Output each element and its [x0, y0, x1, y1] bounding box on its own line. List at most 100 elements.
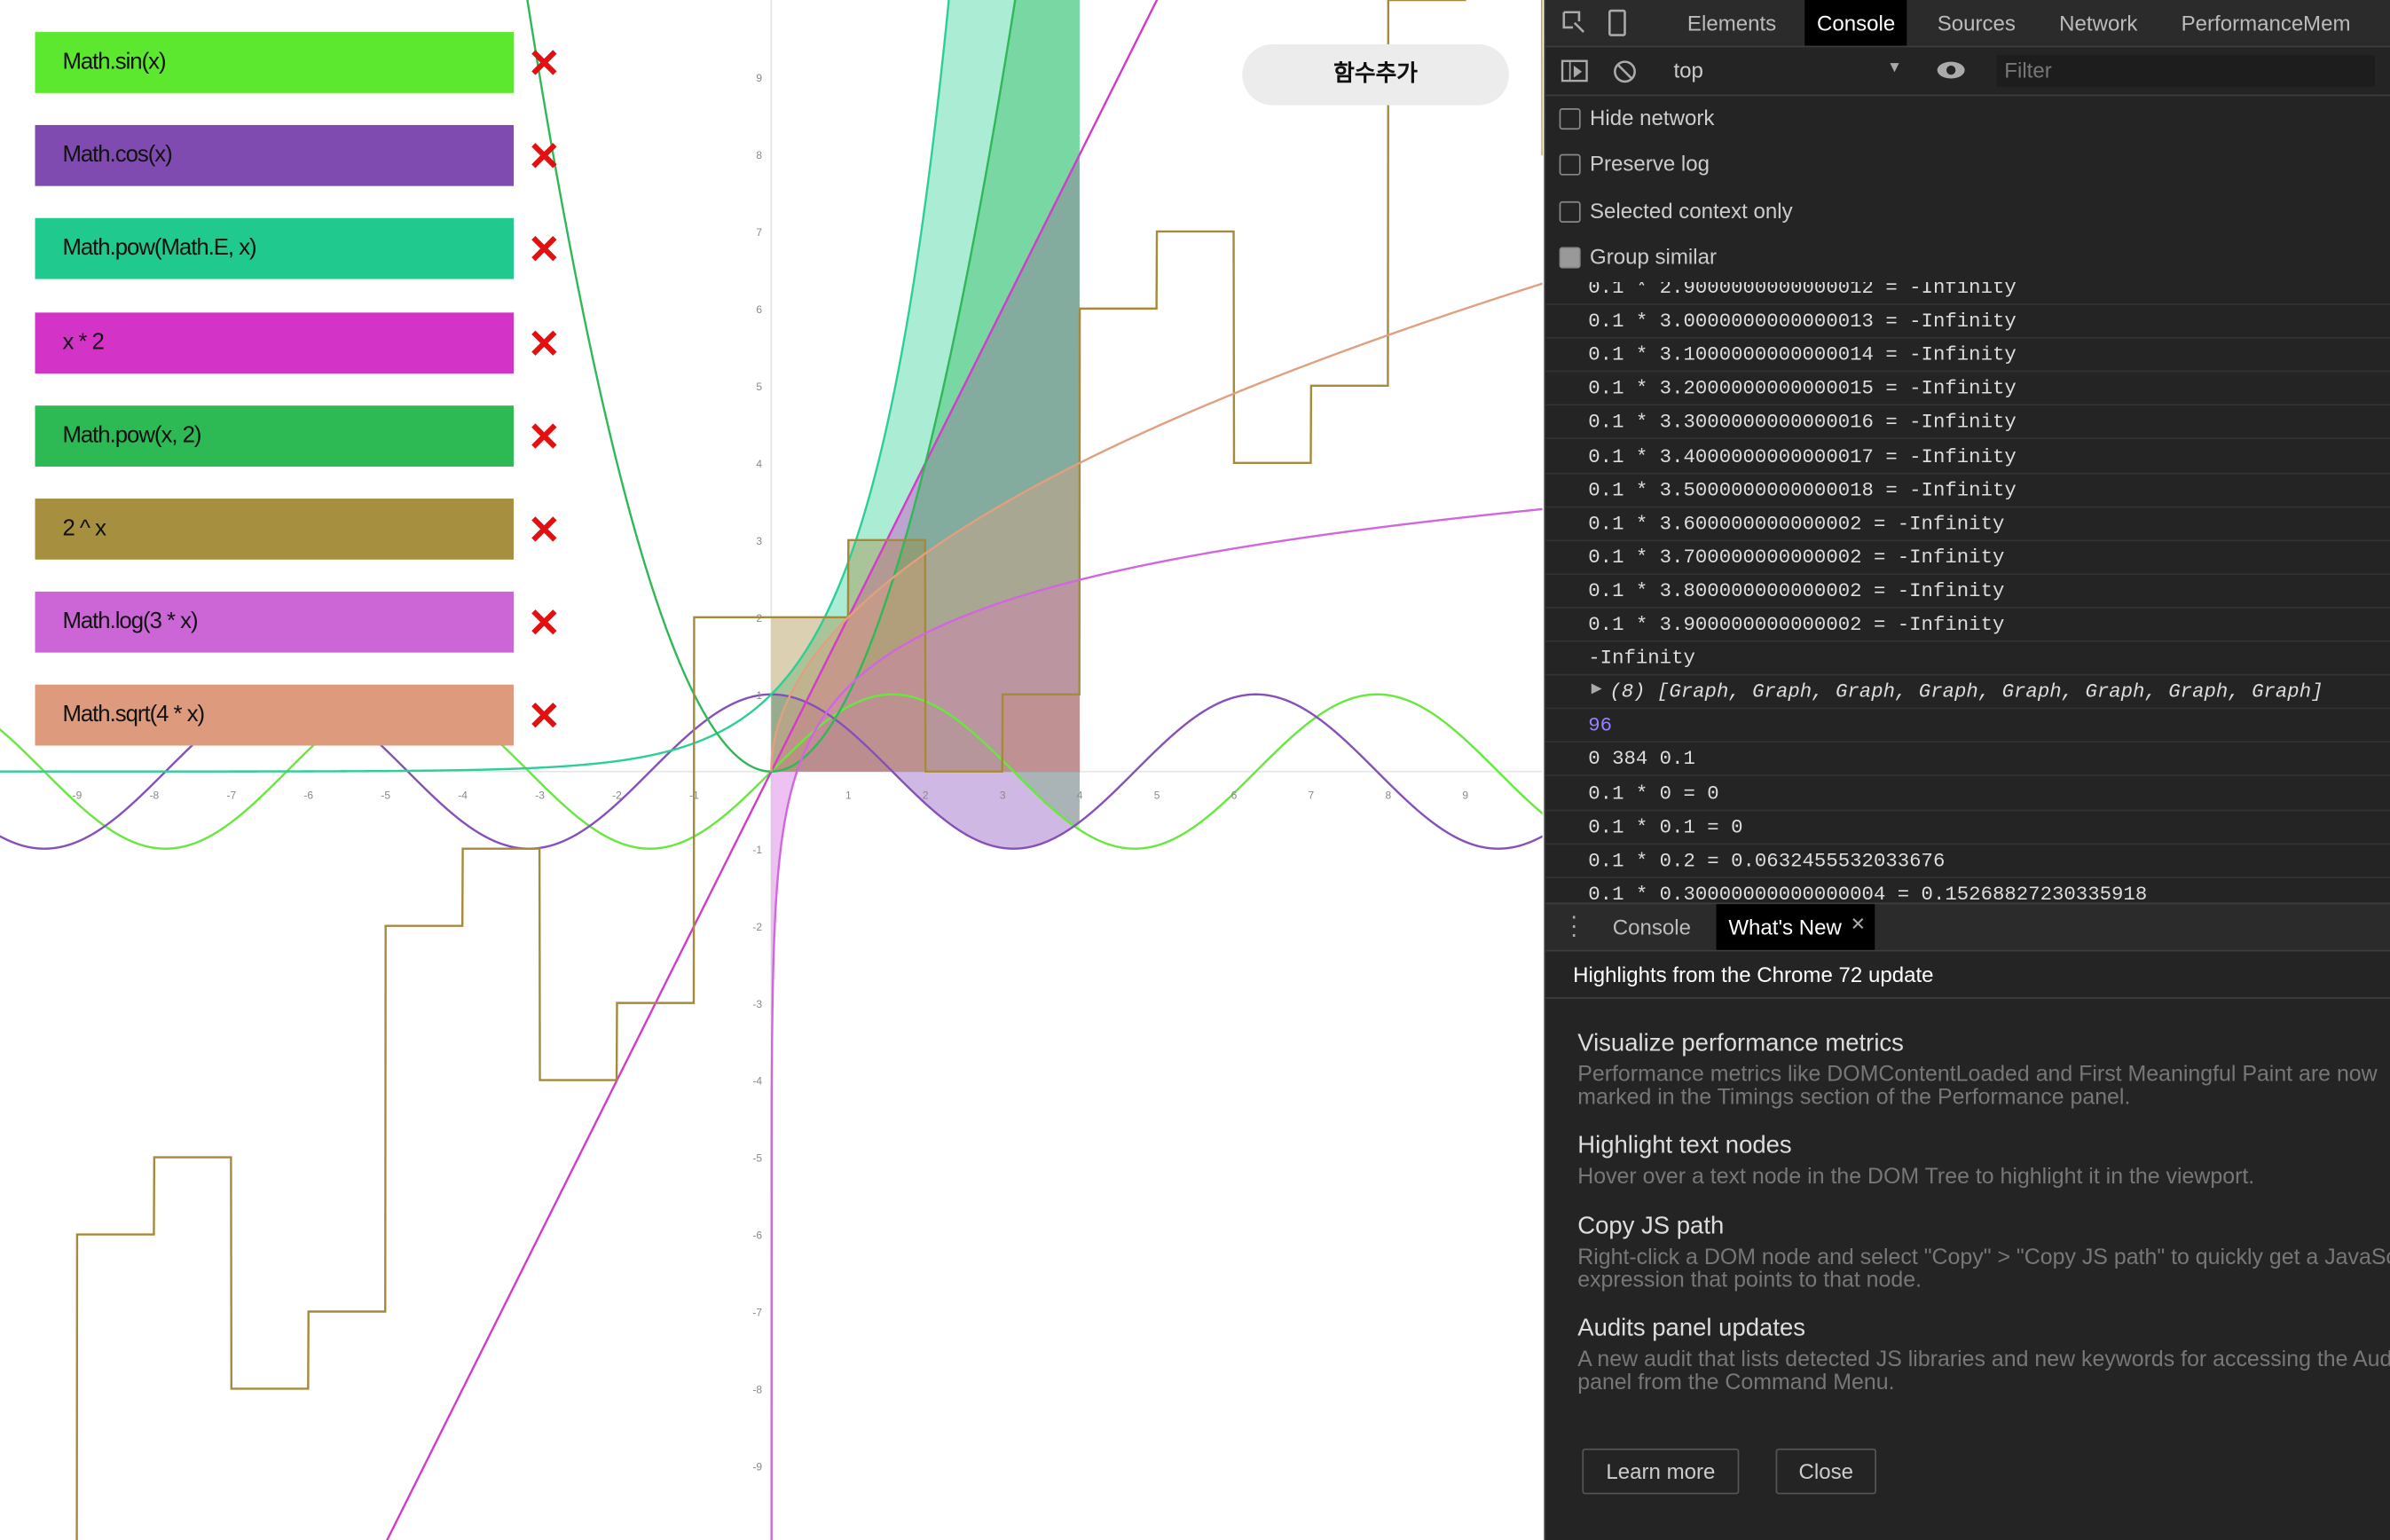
console-row [1545, 539, 2390, 575]
devtools-tab[interactable]: Performance [2181, 11, 2304, 35]
remove-button[interactable] [529, 607, 559, 637]
x-tick-label: -9 [73, 790, 83, 802]
x-tick-label: -3 [535, 790, 545, 802]
remove-icon [531, 143, 557, 169]
remove-button[interactable] [529, 234, 559, 264]
function-item[interactable]: Math.log(3 * x) [35, 592, 514, 653]
console-row [1545, 438, 2390, 474]
console-row [1545, 674, 2390, 710]
devtools-tab[interactable]: Sources [1937, 11, 2016, 35]
y-tick-label: 4 [756, 458, 762, 470]
function-curve [770, 282, 1543, 772]
remove-button[interactable] [529, 701, 559, 731]
function-item[interactable]: Math.sin(x) [35, 32, 514, 93]
checkbox[interactable] [1559, 247, 1581, 269]
devtools-tab[interactable]: Console [1804, 0, 1907, 46]
devtools-tab[interactable]: Mem [2303, 11, 2351, 35]
y-tick-label: 7 [756, 226, 762, 239]
console-row [1545, 371, 2390, 406]
checkbox[interactable] [1559, 154, 1581, 177]
remove-button[interactable] [529, 327, 559, 358]
function-item[interactable]: Math.cos(x) [35, 125, 514, 187]
function-item[interactable]: Math.pow(Math.E, x) [35, 218, 514, 280]
remove-icon [531, 609, 557, 635]
feature-text: Performance metrics like DOMContentLoade… [1577, 1063, 2378, 1111]
function-curve [770, 507, 1543, 1540]
remove-icon [531, 516, 557, 542]
x-tick-label: 3 [1000, 790, 1006, 802]
y-tick-label: -5 [752, 1152, 762, 1165]
x-tick-label: -2 [612, 790, 622, 802]
console-message: 0.1 * 3.0000000000000013 = -Infinity [1588, 310, 2017, 333]
console-row [1545, 405, 2390, 440]
x-tick-label: 5 [1154, 790, 1160, 802]
checkbox[interactable] [1559, 200, 1581, 223]
console-message: 0.1 * 2.9000000000000012 = -Infinity [1588, 281, 2017, 299]
devtools-toolbar: Elements Console Sources Network Performance… [1545, 0, 2390, 48]
devtools-tab[interactable]: Network [2059, 11, 2138, 35]
x-tick-label: 1 [845, 790, 852, 802]
feature-title: Visualize performance metrics [1577, 1030, 1904, 1057]
close-tab[interactable]: ✕ [1850, 913, 1867, 935]
expand-arrow[interactable]: ▶ [1591, 680, 1602, 696]
remove-button[interactable] [529, 47, 559, 77]
console-message[interactable]: (8) [Graph, Graph, Graph, Graph, Graph, … [1609, 680, 2323, 703]
eye-icon[interactable] [1934, 59, 1968, 81]
drawer-button[interactable]: Close [1775, 1448, 1876, 1495]
console-message: 0.1 * 3.900000000000002 = -Infinity [1588, 612, 2005, 636]
devtools-tab[interactable]: Elements [1686, 11, 1777, 35]
setting-row[interactable]: Group similar [1545, 235, 2390, 281]
context-arrow: ▼ [1887, 59, 1903, 76]
console-row [1545, 843, 2390, 878]
console-row [1545, 809, 2390, 845]
setting-row[interactable]: Preserve log [1545, 142, 2390, 188]
remove-icon [531, 50, 557, 75]
function-graph: -9 -8 -7 -6 -5 -4 -3 -2 -1 1 2 3 4 5 6 7 8 9 9 8 7 6 5 4 3 2 1 -1 -2… [0, 0, 1543, 1540]
drawer-tab[interactable]: What's New [1716, 904, 1875, 950]
console-message: 0.1 * 3.800000000000002 = -Infinity [1588, 578, 2005, 602]
console-row [1545, 337, 2390, 373]
y-tick-label: 9 [756, 72, 762, 84]
remove-button[interactable] [529, 514, 559, 544]
context-selector[interactable]: top [1673, 58, 1703, 82]
console-log: 0.1 * 2.9000000000000012 = -Infinity 0.1 … [1545, 281, 2390, 903]
feature-text: A new audit that lists detected JS libra… [1577, 1348, 2390, 1395]
add-function-button[interactable]: 함수추가 [1242, 43, 1509, 106]
drawer-tab[interactable]: Console [1612, 915, 1692, 939]
remove-button[interactable] [529, 420, 559, 451]
drawer-button[interactable]: Learn more [1582, 1448, 1740, 1495]
function-item[interactable]: Math.sqrt(4 * x) [35, 685, 514, 747]
setting-label: Preserve log [1589, 151, 1710, 177]
drawer-tabbar: · · · Console What's New ✕ [1545, 902, 2390, 952]
function-item[interactable]: 2 ^ x [35, 499, 514, 560]
setting-row[interactable]: Selected context only [1545, 188, 2390, 234]
x-tick-label: 2 [923, 790, 929, 802]
feature-title: Highlight text nodes [1577, 1133, 1792, 1159]
y-tick-label: -7 [752, 1307, 762, 1319]
console-row [1545, 640, 2390, 676]
remove-button[interactable] [529, 140, 559, 170]
console-message: 0.1 * 0.1 = 0 [1588, 814, 1743, 838]
x-tick-label: -7 [226, 790, 236, 802]
setting-label: Group similar [1589, 243, 1718, 269]
function-item[interactable]: x * 2 [35, 311, 514, 373]
y-tick-label: -8 [752, 1384, 762, 1396]
console-row [1545, 472, 2390, 507]
filter-input[interactable]: Filter [1996, 54, 2375, 87]
drawer-menu[interactable]: · · · [1569, 904, 1578, 949]
remove-icon [531, 236, 557, 262]
y-tick-label: 6 [756, 303, 762, 316]
x-tick-label: 7 [1309, 790, 1315, 802]
function-curve [75, 0, 1543, 1540]
x-tick-label: 9 [1462, 790, 1468, 802]
function-item[interactable]: Math.pow(x, 2) [35, 405, 514, 467]
checkbox[interactable] [1559, 108, 1581, 130]
setting-label: Selected context only [1589, 197, 1793, 223]
setting-row[interactable]: Hide network [1545, 96, 2390, 142]
y-tick-label: -1 [752, 844, 762, 856]
feature-text: Hover over a text node in the DOM Tree t… [1577, 1165, 2255, 1190]
x-tick-label: -6 [303, 790, 313, 802]
feature-text: Right-click a DOM node and select "Copy"… [1577, 1245, 2390, 1293]
toolbar-icons [1562, 9, 1626, 36]
